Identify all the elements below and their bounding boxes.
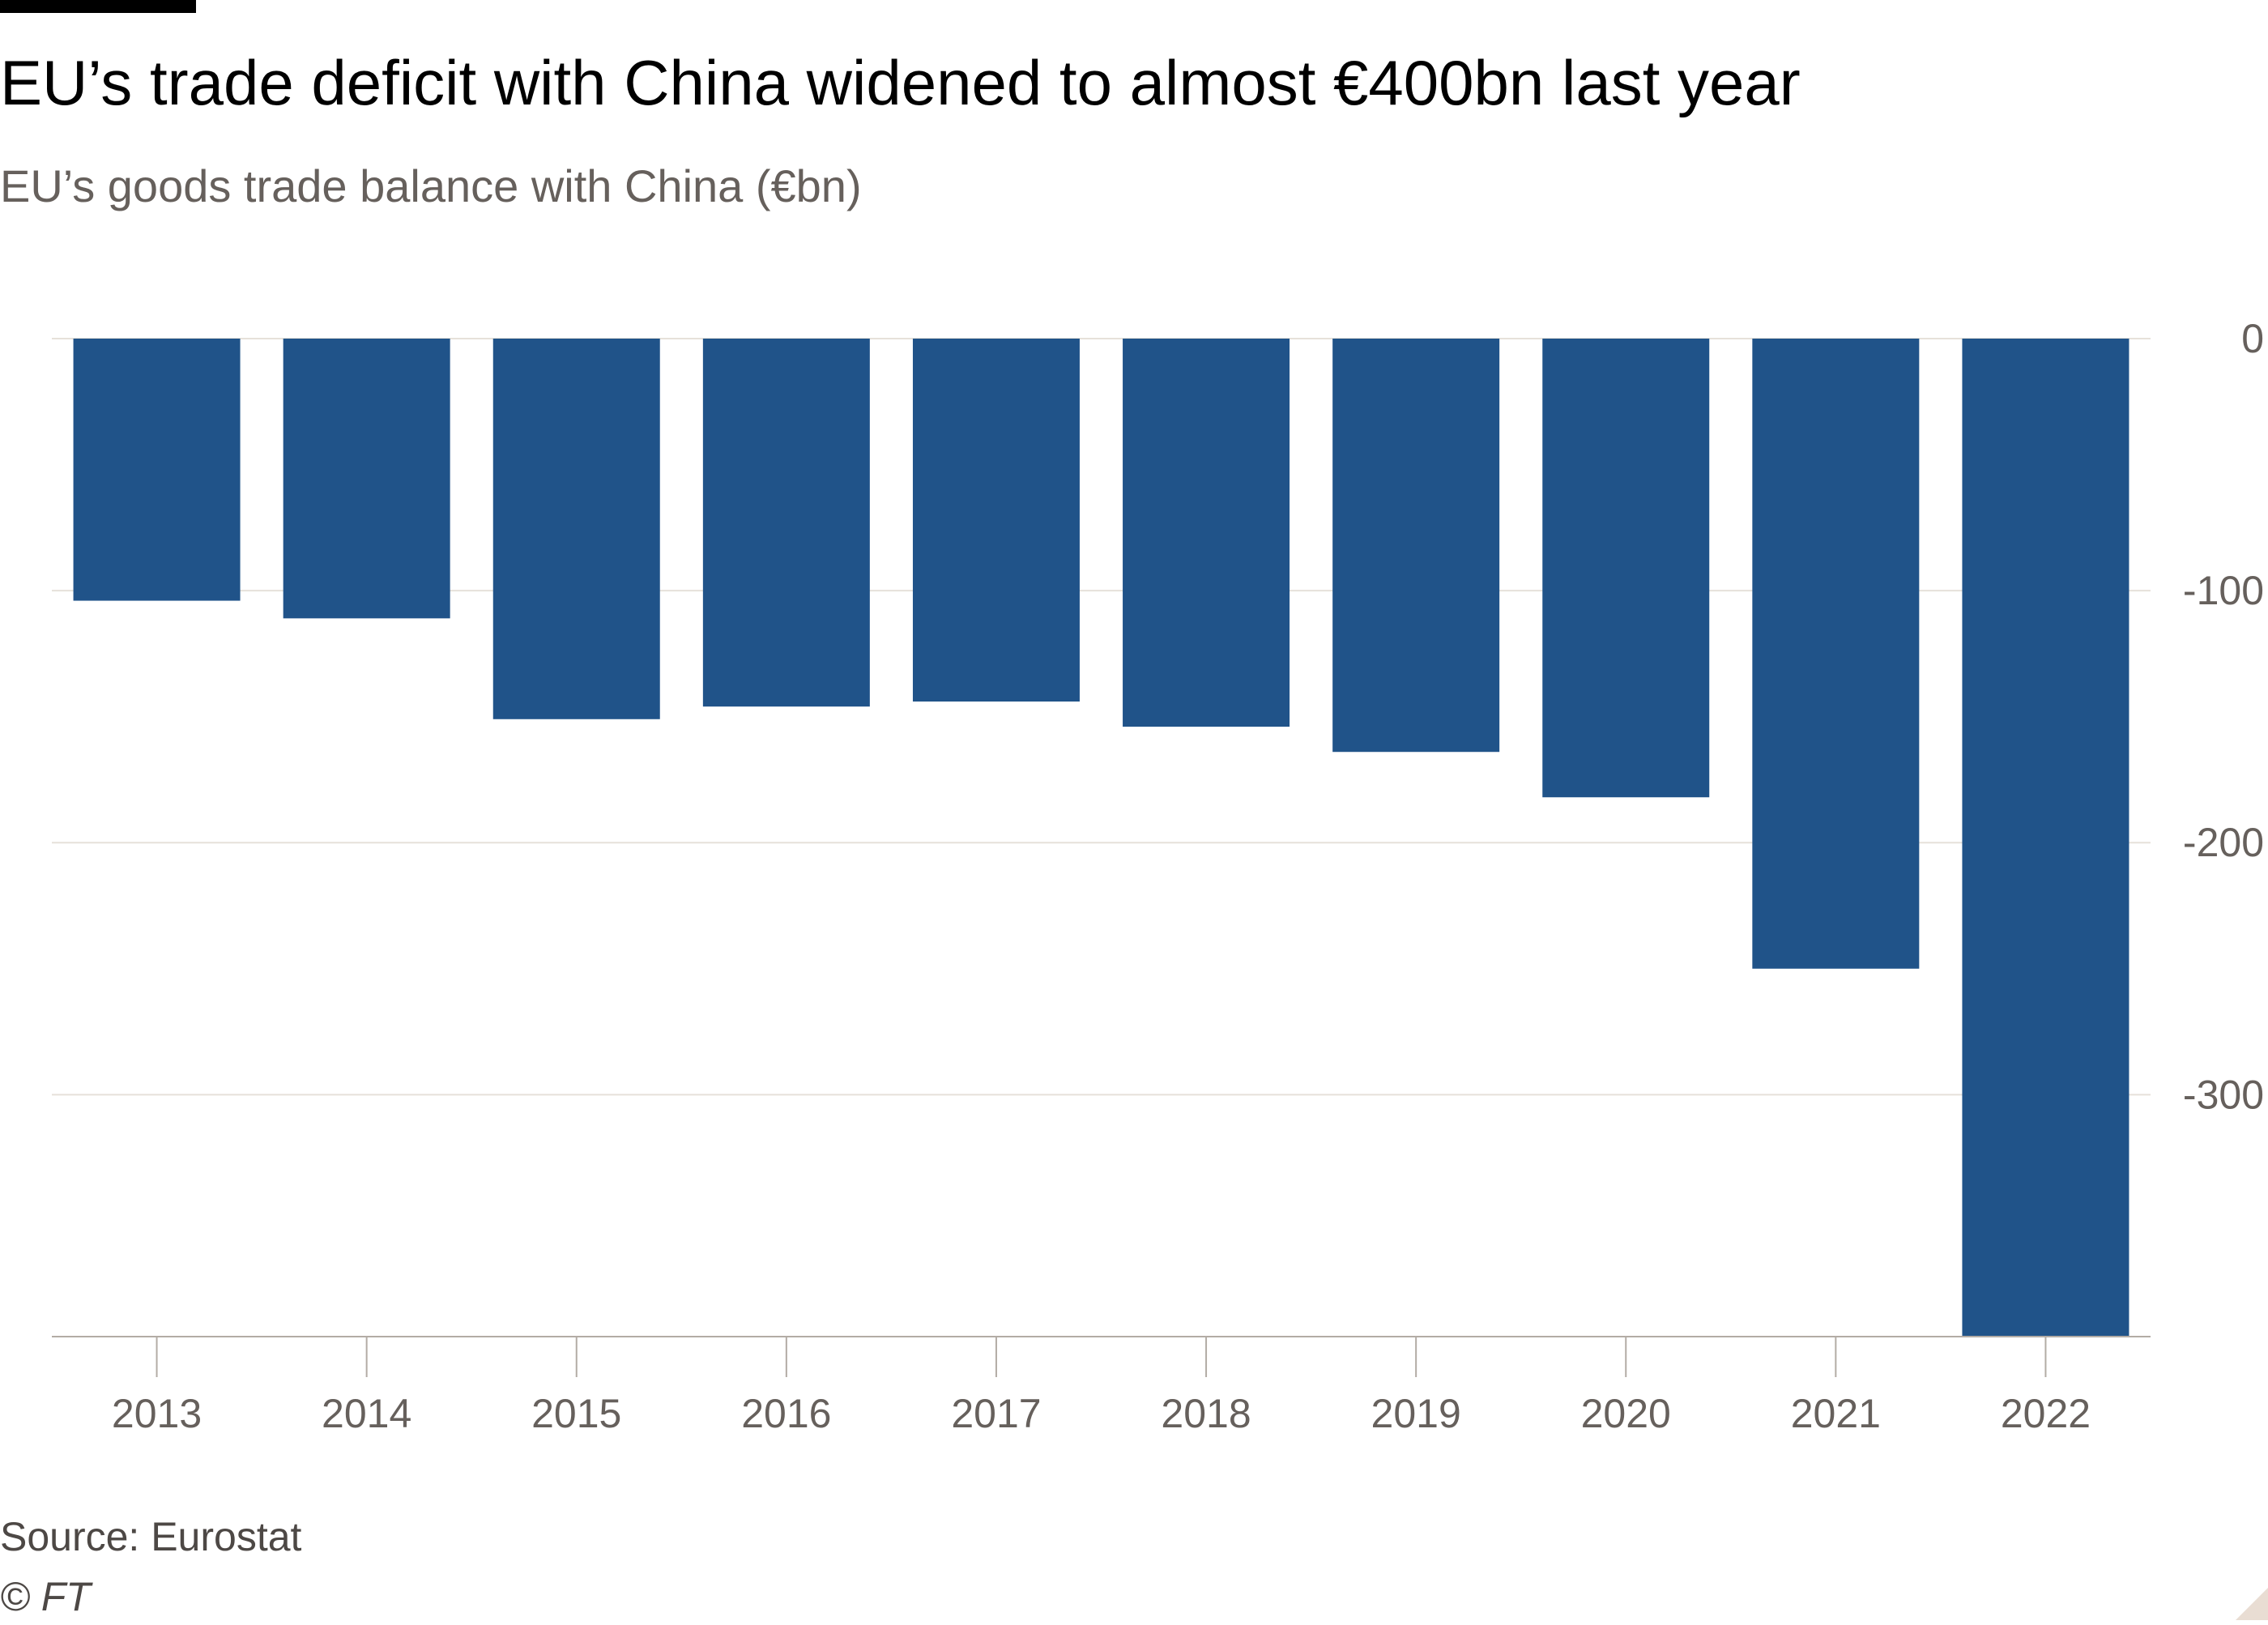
x-tick-label: 2021: [1791, 1391, 1881, 1436]
corner-fold-icon: [2236, 1588, 2268, 1620]
chart-subtitle: EU’s goods trade balance with China (€bn…: [0, 160, 862, 211]
x-tick-label: 2020: [1581, 1391, 1671, 1436]
x-tick-label: 2017: [951, 1391, 1041, 1436]
copyright-note: © FT: [0, 1574, 91, 1619]
x-tick-label: 2019: [1371, 1391, 1461, 1436]
bar: [912, 339, 1080, 702]
y-tick-label: -200: [2183, 820, 2264, 865]
x-tick-label: 2018: [1161, 1391, 1251, 1436]
bar: [1752, 339, 1920, 969]
source-note: Source: Eurostat: [0, 1514, 302, 1559]
x-tick-label: 2014: [322, 1391, 411, 1436]
bar: [492, 339, 660, 719]
bar: [283, 339, 450, 619]
bar: [73, 339, 241, 601]
brand-bar: [0, 0, 196, 13]
x-tick-label: 2022: [2001, 1391, 2091, 1436]
chart-title: EU’s trade deficit with China widened to…: [0, 47, 1801, 118]
bar: [1123, 339, 1290, 727]
x-tick-label: 2016: [741, 1391, 831, 1436]
y-tick-label: -300: [2183, 1072, 2264, 1117]
x-tick-label: 2013: [112, 1391, 202, 1436]
y-tick-label: -100: [2183, 568, 2264, 613]
bar: [1542, 339, 1710, 798]
y-tick-label: 0: [2241, 316, 2264, 361]
bar: [702, 339, 870, 707]
bar: [1332, 339, 1500, 753]
bar: [1962, 339, 2129, 1337]
bar-chart: 0 -100 -200 -300 2013 2014 2015 2016 2017 2018 201…: [52, 316, 2264, 1436]
x-tick-label: 2015: [531, 1391, 621, 1436]
